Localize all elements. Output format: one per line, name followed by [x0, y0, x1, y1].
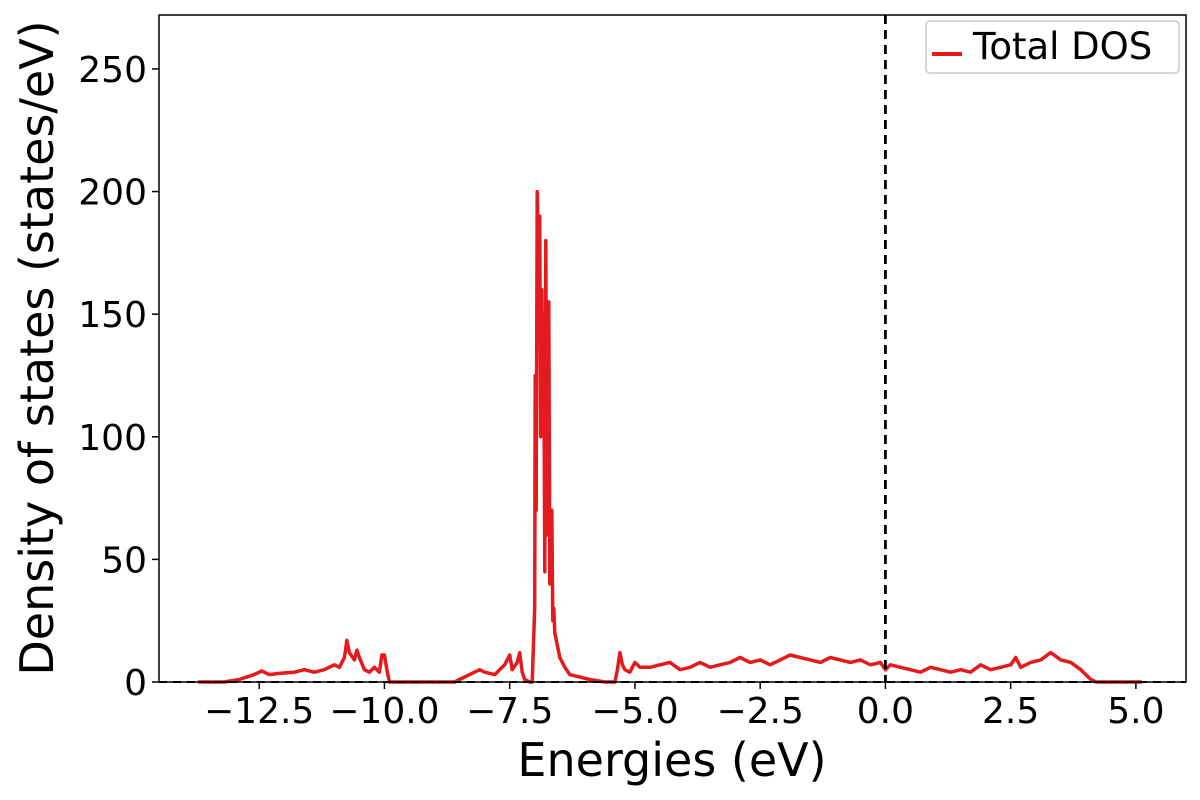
- dos-series-line: [197, 189, 1143, 684]
- plot-frame: [158, 14, 1187, 683]
- x-tick-label: 5.0: [1107, 691, 1164, 732]
- x-axis-ticks: −12.5 −10.0 −7.5 −5.0 −2.5 0.0 2.5 5.0: [204, 682, 1165, 732]
- plot-background: [159, 15, 1186, 682]
- plot-area: [197, 189, 1143, 684]
- x-tick-label: 0.0: [857, 691, 914, 732]
- legend-box: [925, 20, 1180, 74]
- y-axis-ticks: 0 50 100 150 200 250: [78, 50, 159, 704]
- x-tick-label: −5.0: [591, 691, 678, 732]
- x-tick-label: −7.5: [466, 691, 553, 732]
- y-tick-label: 50: [101, 540, 147, 581]
- y-tick-label: 250: [78, 50, 147, 91]
- x-tick-label: −10.0: [329, 691, 439, 732]
- y-tick-label: 150: [78, 295, 147, 336]
- x-tick-label: 2.5: [982, 691, 1039, 732]
- legend: Total DOS: [925, 20, 1180, 74]
- x-axis-label: Energies (eV): [517, 733, 826, 787]
- y-tick-label: 0: [124, 663, 147, 704]
- y-tick-label: 200: [78, 173, 147, 214]
- y-tick-label: 100: [78, 418, 147, 459]
- x-tick-label: −2.5: [716, 691, 803, 732]
- x-tick-label: −12.5: [204, 691, 314, 732]
- y-axis-label: Density of states (states/eV): [10, 20, 64, 675]
- legend-label: Total DOS: [972, 25, 1152, 68]
